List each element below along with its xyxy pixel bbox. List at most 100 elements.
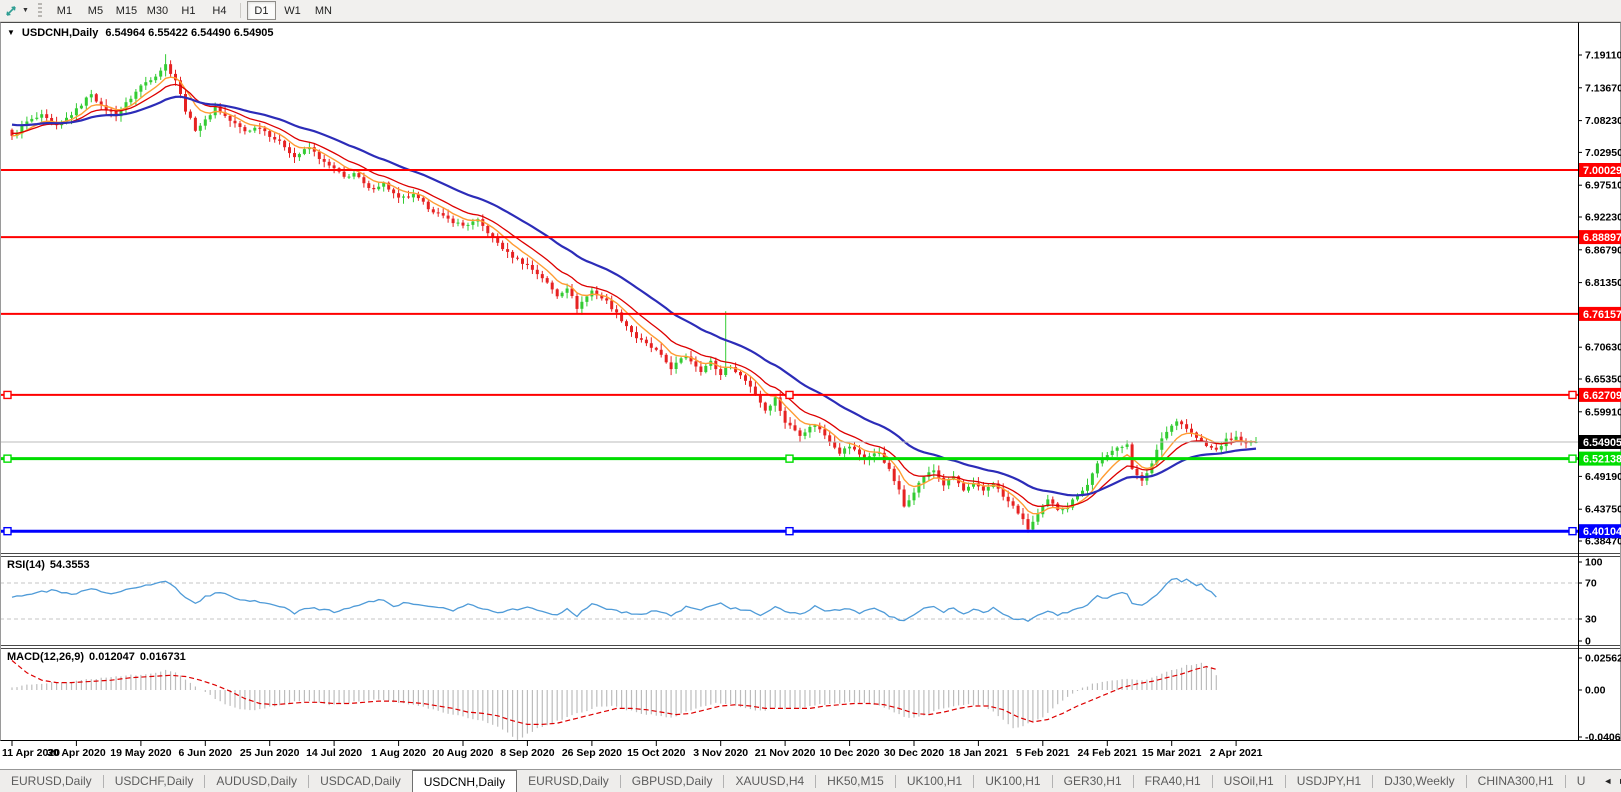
macd-signal-value: 0.016731	[139, 651, 186, 663]
candles-layer	[10, 54, 1258, 533]
toolbar-separator	[239, 3, 241, 18]
price-badge-6.52138: 6.52138	[1579, 451, 1621, 466]
date-label: 1 Aug 2020	[371, 747, 426, 759]
date-label: 20 Aug 2020	[433, 747, 494, 759]
hline-handle[interactable]	[785, 526, 794, 536]
chart-title-ohlc: 6.54964 6.55422 6.54490 6.54905	[105, 27, 274, 39]
macd-pane-label: MACD(12,26,9) 0.012047 0.016731	[7, 651, 191, 663]
tab-separator	[894, 774, 896, 788]
tab-16-china300-h1[interactable]: CHINA300,H1	[1477, 774, 1554, 788]
macd-signal-line	[11, 660, 1217, 726]
rsi-label-text: RSI(14)	[7, 559, 45, 571]
price-tick-label: 6.81350	[1585, 277, 1621, 289]
price-tick-label: 7.19110	[1585, 50, 1621, 62]
hline-handle[interactable]	[3, 526, 12, 536]
timeframe-button-h4[interactable]: H4	[212, 4, 227, 17]
date-label: 15 Mar 2021	[1142, 747, 1202, 759]
chevron-down-icon: ▼	[22, 7, 29, 14]
tab-3-usdcad-daily[interactable]: USDCAD,Daily	[320, 774, 401, 788]
timeframe-button-m30[interactable]: M30	[146, 4, 169, 17]
date-label: 2 Apr 2021	[1210, 747, 1263, 759]
date-label: 19 May 2020	[110, 747, 171, 759]
tab-scroll-left-icon[interactable]: ◄	[1603, 776, 1613, 786]
hline-handle[interactable]	[1568, 526, 1577, 536]
tab-separator	[973, 774, 975, 788]
tab-scroll-right-icon[interactable]: ►	[1618, 776, 1621, 786]
ma-slow-line	[11, 95, 1257, 497]
chart-tool-button[interactable]: ▼	[0, 4, 33, 18]
hline-handle[interactable]	[3, 390, 12, 400]
tab-2-audusd-daily[interactable]: AUDUSD,Daily	[216, 774, 298, 788]
cursor-arrows-icon	[6, 5, 16, 16]
tab-5-eurusd-daily[interactable]: EURUSD,Daily	[528, 774, 609, 788]
date-label: 18 Jan 2021	[949, 747, 1008, 759]
date-label: 26 Sep 2020	[562, 747, 622, 759]
price-tick-label: 6.70630	[1585, 342, 1621, 354]
tab-12-fra40-h1[interactable]: FRA40,H1	[1144, 774, 1201, 788]
timeframe-button-d1[interactable]: D1	[246, 1, 276, 20]
timeframe-button-w1[interactable]: W1	[284, 4, 301, 17]
price-tick-label: 6.38470	[1585, 536, 1621, 548]
rsi-current-value: 54.3553	[49, 559, 90, 571]
tab-separator	[1372, 774, 1374, 788]
hline-handle[interactable]	[785, 454, 794, 463]
price-tick-label: 6.97510	[1585, 180, 1621, 192]
ma-mid-line	[12, 83, 1256, 508]
rsi-tick-label: 30	[1585, 614, 1597, 626]
price-tick-label: 6.59910	[1585, 406, 1621, 418]
hline-handle[interactable]	[785, 390, 794, 400]
price-badge-6.40104: 6.40104	[1579, 524, 1621, 539]
date-label: 11 Apr 2020	[2, 747, 60, 759]
tab-6-gbpusd-daily[interactable]: GBPUSD,Daily	[631, 774, 713, 788]
date-label: 8 Sep 2020	[500, 747, 554, 759]
timeframe-button-m5[interactable]: M5	[87, 4, 104, 17]
price-badge-7.00029: 7.00029	[1579, 163, 1621, 177]
hline-handle[interactable]	[1568, 454, 1577, 463]
hline-handle[interactable]	[1568, 390, 1577, 400]
timeframe-button-h1[interactable]: H1	[181, 4, 196, 17]
price-tick-label: 6.65350	[1585, 374, 1621, 386]
price-badge-6.62709: 6.62709	[1579, 387, 1621, 402]
tab-7-xauusd-h4[interactable]: XAUUSD,H4	[735, 774, 805, 788]
tab-17-u[interactable]: U	[1576, 774, 1586, 788]
macd-tick-label: -0.040687	[1585, 732, 1621, 744]
date-label: 24 Feb 2021	[1078, 747, 1138, 759]
tab-separator	[102, 774, 104, 788]
tab-8-hk50-m15[interactable]: HK50,M15	[827, 774, 884, 788]
tab-9-uk100-h1[interactable]: UK100,H1	[906, 774, 963, 788]
tab-4-usdcnh-daily[interactable]: USDCNH,Daily	[411, 770, 518, 792]
chart-tabs: EURUSD,Daily USDCHF,Daily AUDUSD,Daily USDC…	[0, 770, 1596, 792]
macd-main-value: 0.012047	[89, 651, 135, 663]
date-label: 14 Jul 2020	[306, 747, 362, 759]
rsi-tick-label: 100	[1585, 557, 1603, 569]
tab-0-eurusd-daily[interactable]: EURUSD,Daily	[11, 774, 92, 788]
price-badge-6.88897: 6.88897	[1579, 230, 1621, 245]
tab-10-uk100-h1[interactable]: UK100,H1	[985, 774, 1041, 788]
macd-label-text: MACD(12,26,9)	[7, 651, 85, 663]
date-label: 3 Nov 2020	[693, 747, 748, 759]
tab-separator	[1465, 774, 1467, 788]
timeframe-button-m15[interactable]: M15	[115, 4, 138, 17]
tab-1-usdchf-daily[interactable]: USDCHF,Daily	[114, 774, 194, 788]
svg-text:6.54905: 6.54905	[1583, 437, 1621, 449]
chart-title: ▼ USDCNH,Daily 6.54964 6.55422 6.54490 6…	[7, 27, 274, 39]
tab-15-dj30-weekly[interactable]: DJ30,Weekly	[1384, 774, 1455, 788]
macd-histogram	[11, 662, 1217, 740]
tab-11-ger30-h1[interactable]: GER30,H1	[1063, 774, 1122, 788]
chart-menu-icon[interactable]: ▼	[7, 28, 15, 37]
tab-14-usdjpy-h1[interactable]: USDJPY,H1	[1296, 774, 1362, 788]
tab-13-usoil-h1[interactable]: USOil,H1	[1223, 774, 1274, 788]
rsi-line	[11, 577, 1217, 622]
timeframe-button-m1[interactable]: M1	[56, 4, 73, 17]
date-label: 25 Jun 2020	[240, 747, 300, 759]
timeframe-button-mn[interactable]: MN	[314, 4, 332, 17]
price-badge-6.54905: 6.54905	[1579, 435, 1621, 449]
toolbar-grip[interactable]	[37, 3, 42, 18]
date-label: 30 Apr 2020	[47, 747, 106, 759]
price-tick-label: 6.49190	[1585, 471, 1621, 483]
tab-separator	[619, 774, 621, 788]
chart-title-symbol: USDCNH,Daily	[21, 27, 99, 39]
hline-handle[interactable]	[3, 454, 12, 463]
